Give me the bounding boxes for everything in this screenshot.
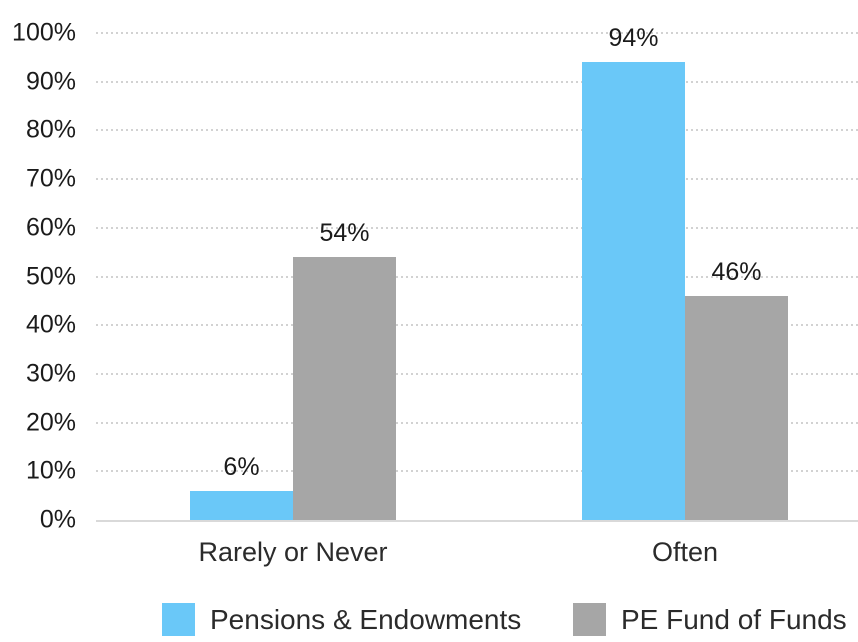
legend-label: PE Fund of Funds	[621, 603, 847, 635]
data-label-pensions-endowments-often: 94%	[608, 24, 659, 53]
gridline-80	[96, 129, 858, 132]
legend-swatch-gray-icon	[573, 603, 606, 636]
gridline-70	[96, 178, 858, 181]
y-tick-label-80: 80%	[25, 115, 76, 144]
legend-label: Pensions & Endowments	[210, 603, 522, 635]
gridline-100	[96, 32, 858, 34]
y-tick-label-40: 40%	[25, 310, 76, 339]
plot-area: 6% 54% 94% 46%	[96, 24, 858, 522]
data-label-pensions-endowments-rarely-or-never: 6%	[223, 452, 260, 481]
gridline-90	[96, 80, 858, 83]
gridline-20	[96, 421, 858, 424]
gridline-30	[96, 372, 858, 375]
legend-item-pensions-endowments: Pensions & Endowments	[162, 603, 521, 636]
y-axis: 0% 10% 20% 30% 40% 50% 60% 70% 80% 90% 100%	[0, 19, 76, 534]
legend: Pensions & Endowments PE Fund of Funds	[0, 600, 858, 642]
legend-swatch-blue-icon	[162, 603, 195, 636]
legend-item-pe-fund-of-funds: PE Fund of Funds	[573, 603, 847, 636]
data-label-pe-fund-of-funds-rarely-or-never: 54%	[319, 219, 370, 248]
bar-pe-fund-of-funds-rarely-or-never	[293, 257, 396, 520]
y-tick-label-50: 50%	[25, 262, 76, 290]
bar-pe-fund-of-funds-often	[685, 295, 788, 520]
y-tick-label-0: 0%	[39, 505, 76, 534]
bar-pensions-endowments-often	[582, 62, 685, 520]
y-tick-label-60: 60%	[25, 213, 76, 242]
x-axis-line	[96, 520, 858, 522]
gridline-40	[96, 324, 858, 327]
y-tick-label-90: 90%	[25, 67, 76, 96]
gridline-60	[96, 226, 858, 229]
y-tick-label-100: 100%	[12, 18, 76, 47]
y-tick-label-70: 70%	[25, 164, 76, 193]
category-label-often: Often	[651, 537, 719, 567]
y-tick-label-20: 20%	[25, 408, 76, 437]
x-axis: Rarely or Never Often	[96, 537, 858, 571]
y-tick-label-30: 30%	[25, 359, 76, 388]
gridline-10	[96, 470, 858, 473]
y-tick-label-10: 10%	[25, 456, 76, 485]
bar-pensions-endowments-rarely-or-never	[190, 490, 293, 520]
gridline-50	[96, 275, 858, 278]
data-label-pe-fund-of-funds-often: 46%	[711, 257, 762, 286]
category-label-rarely-or-never: Rarely or Never	[198, 537, 388, 567]
